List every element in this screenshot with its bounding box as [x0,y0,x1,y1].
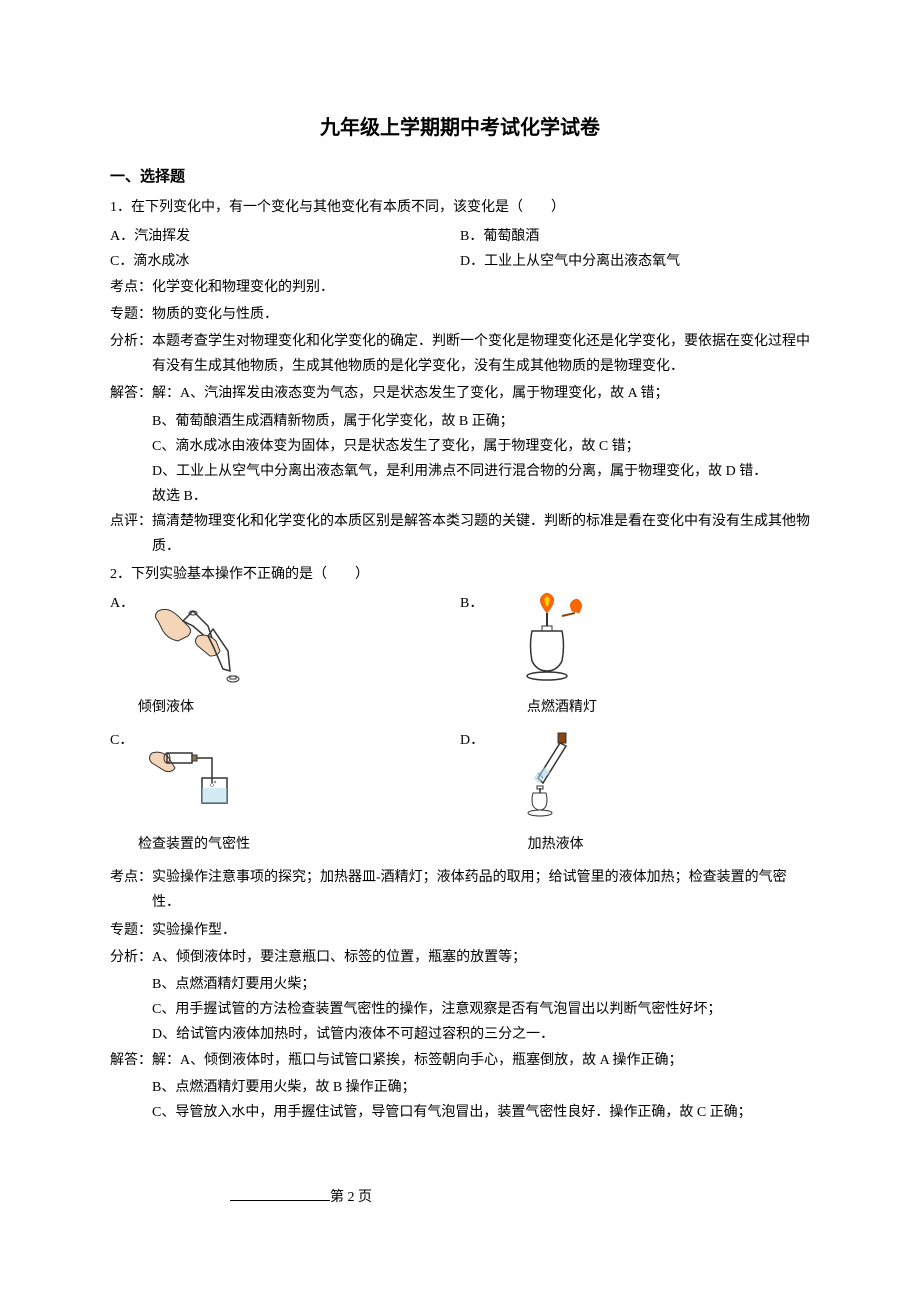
pour-liquid-icon [138,591,258,691]
fenxi-label: 分析： [110,950,152,965]
q2-fenxi-d: D、给试管内液体加热时，试管内液体不可超过容积的三分之一． [110,1022,810,1047]
option-d-letter: D． [460,728,484,753]
option-d-caption: 加热液体 [488,832,608,857]
q1-fenxi: 分析：本题考查学生对物理变化和化学变化的确定．判断一个变化是物理变化还是化学变化… [110,329,810,379]
kaodian-text: 化学变化和物理变化的判别． [152,280,334,295]
option-a-letter: A． [110,591,134,616]
zhuanti-label: 专题： [110,923,152,938]
option-a-image: A． 倾倒液体 [110,591,460,720]
option-b-caption: 点燃酒精灯 [487,695,607,720]
fenxi-label: 分析： [110,334,152,349]
q1-jieda-e: 故选 B． [110,484,810,509]
alcohol-lamp-icon [487,591,607,691]
footer-line [230,1200,330,1201]
jieda-label: 解答： [110,1053,152,1068]
question-2-text: 2．下列实验基本操作不正确的是（ ） [110,562,810,587]
section-header: 一、选择题 [110,164,810,191]
kaodian-label: 考点： [110,280,152,295]
dianping-label: 点评： [110,514,152,529]
option-b-letter: B． [460,591,483,616]
option-d: D．工业上从空气中分离出液态氧气 [460,249,810,274]
question-2-options: A． 倾倒液体 B． [110,591,810,865]
question-1-options: A．汽油挥发 B．葡萄酿酒 C．滴水成冰 D．工业上从空气中分离出液态氧气 [110,224,810,274]
q1-jieda-a: 解答：解：A、汽油挥发由液态变为气态，只是状态发生了变化，属于物理变化，故 A … [110,381,810,406]
zhuanti-text: 物质的变化与性质． [152,307,278,322]
exam-title: 九年级上学期期中考试化学试卷 [110,110,810,146]
option-c-image: C． 检查装置的气密性 [110,728,460,857]
page-footer: 第 2 页 [110,1185,810,1210]
option-c-caption: 检查装置的气密性 [110,832,460,857]
heat-liquid-icon [488,728,608,828]
q1-dianping: 点评：搞清楚物理变化和化学变化的本质区别是解答本类习题的关键．判断的标准是看在变… [110,509,810,559]
q2-jieda-a: 解答：解：A、倾倒液体时，瓶口与试管口紧挨，标签朝向手心，瓶塞倒放，故 A 操作… [110,1048,810,1073]
fenxi-text: 本题考查学生对物理变化和化学变化的确定．判断一个变化是物理变化还是化学变化，要依… [152,334,810,374]
q1-zhuanti: 专题：物质的变化与性质． [110,302,810,327]
q2-fenxi-a: 分析：A、倾倒液体时，要注意瓶口、标签的位置，瓶塞的放置等； [110,945,810,970]
q1-jieda-c: C、滴水成冰由液体变为固体，只是状态发生了变化，属于物理变化，故 C 错； [110,434,810,459]
q2-fenxi-b: B、点燃酒精灯要用火柴； [110,972,810,997]
zhuanti-label: 专题： [110,307,152,322]
q2-kaodian: 考点：实验操作注意事项的探究；加热器皿-酒精灯；液体药品的取用；给试管里的液体加… [110,865,810,915]
kaodian-text: 实验操作注意事项的探究；加热器皿-酒精灯；液体药品的取用；给试管里的液体加热；检… [152,870,787,910]
q1-kaodian: 考点：化学变化和物理变化的判别． [110,275,810,300]
page-number: 第 2 页 [330,1190,372,1205]
q2-fenxi-c: C、用手握试管的方法检查装置气密性的操作，注意观察是否有气泡冒出以判断气密性好坏… [110,997,810,1022]
q1-jieda-b: B、葡萄酿酒生成酒精新物质，属于化学变化，故 B 正确； [110,409,810,434]
kaodian-label: 考点： [110,870,152,885]
option-a: A．汽油挥发 [110,224,460,249]
question-1-text: 1．在下列变化中，有一个变化与其他变化有本质不同，该变化是（ ） [110,195,810,220]
option-a-caption: 倾倒液体 [110,695,460,720]
jieda-label: 解答： [110,386,152,401]
option-d-image: D． 加热液体 [460,728,810,857]
q1-jieda-d: D、工业上从空气中分离出液态氧气，是利用沸点不同进行混合物的分离，属于物理变化，… [110,459,810,484]
fenxi-a-text: A、倾倒液体时，要注意瓶口、标签的位置，瓶塞的放置等； [152,950,526,965]
zhuanti-text: 实验操作型． [152,923,236,938]
jieda-a-text: 解：A、汽油挥发由液态变为气态，只是状态发生了变化，属于物理变化，故 A 错； [152,386,668,401]
q2-jieda-c: C、导管放入水中，用手握住试管，导管口有气泡冒出，装置气密性良好．操作正确，故 … [110,1100,810,1125]
option-b-image: B． 点燃酒精灯 [460,591,810,720]
q2-jieda-b: B、点燃酒精灯要用火柴，故 B 操作正确； [110,1075,810,1100]
option-c-letter: C． [110,728,133,753]
q2-zhuanti: 专题：实验操作型． [110,918,810,943]
airtight-check-icon [137,728,257,828]
option-c: C．滴水成冰 [110,249,460,274]
option-b: B．葡萄酿酒 [460,224,810,249]
dianping-text: 搞清楚物理变化和化学变化的本质区别是解答本类习题的关键．判断的标准是看在变化中有… [152,514,810,554]
jieda-a-text: 解：A、倾倒液体时，瓶口与试管口紧挨，标签朝向手心，瓶塞倒放，故 A 操作正确； [152,1053,682,1068]
